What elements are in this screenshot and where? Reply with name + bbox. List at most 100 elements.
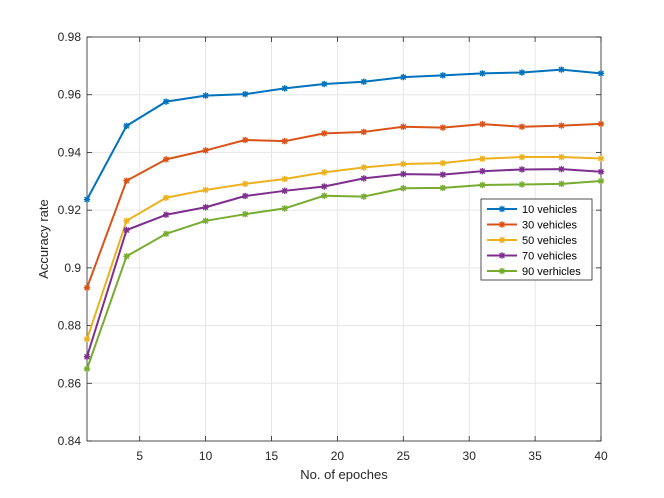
legend-label: 10 vehicles [522,204,578,216]
x-tick-label: 25 [397,449,411,463]
data-point [360,175,367,182]
data-point [162,194,170,201]
data-point [558,165,565,173]
data-point [241,192,249,200]
plot-frame [86,36,602,442]
legend: 10 vehicles 30 vehicles 50 vehicles 70 vehi… [480,198,593,281]
data-point [558,122,565,129]
data-point [281,137,288,145]
data-point [321,183,328,190]
data-point [597,177,605,185]
y-axis: 0.84 0.86 0.88 0.9 0.92 0.94 0.96 0.98 [58,30,601,448]
legend-marker [498,267,506,275]
series-2 [83,120,605,291]
data-point [123,226,130,234]
data-point [360,78,367,85]
data-point [123,177,130,184]
series-line [86,156,602,340]
x-tick-label: 30 [463,449,477,463]
data-point [202,147,209,154]
data-point [400,185,407,192]
y-tick-label: 0.9 [64,261,81,275]
data-point [439,184,447,192]
data-point [83,335,91,343]
data-point [597,70,605,77]
data-point [479,70,486,77]
data-point [558,66,565,73]
legend-item: 50 vehicles [487,235,578,247]
data-point [439,124,447,131]
y-tick-label: 0.92 [58,203,82,217]
data-point [83,353,91,360]
data-point [281,205,288,212]
legend-item: 70 vehicles [487,251,578,263]
data-point [518,181,526,188]
data-point [281,187,288,195]
y-axis-title: Accuracy rate [36,199,51,278]
x-tick-label: 35 [528,449,542,463]
legend-label: 50 vehicles [522,235,578,247]
legend-item: 10 vehicles [487,204,578,216]
series-line [86,168,602,358]
data-point [558,153,565,161]
data-point [439,171,447,178]
series-group [83,66,605,373]
x-tick-label: 10 [199,449,213,463]
data-point [241,90,249,98]
data-point [123,253,130,260]
y-tick-label: 0.96 [58,88,82,102]
data-point [162,211,170,218]
series-5 [83,177,605,373]
data-point [281,175,288,183]
x-axis: 5 10 15 20 25 30 35 40 [136,37,608,463]
data-point [597,155,605,162]
legend-label: 30 vehicles [522,220,578,232]
data-point [479,167,486,175]
data-point [83,196,91,203]
y-tick-label: 0.84 [58,434,82,448]
data-point [162,230,170,238]
data-point [439,159,447,167]
data-point [360,193,367,200]
data-point [479,120,486,128]
data-point [321,80,328,88]
data-point [400,73,407,81]
legend-marker [498,236,506,244]
legend-item: 90 verhicles [487,266,581,278]
x-tick-label: 20 [331,449,345,463]
data-point [479,181,486,189]
data-point [241,210,249,218]
data-point [321,130,328,137]
series-line [86,68,602,200]
data-point [123,217,130,225]
data-point [321,192,328,199]
data-point [360,128,367,136]
y-tick-label: 0.94 [58,145,82,159]
data-point [518,153,526,161]
data-point [479,155,486,162]
series-3 [83,153,605,343]
legend-label: 70 vehicles [522,251,578,263]
data-point [518,166,526,173]
data-point [400,160,407,168]
data-point [202,186,209,194]
series-line [86,122,602,289]
data-point [558,180,565,188]
data-point [281,85,288,92]
data-point [597,168,605,175]
data-point [83,284,91,291]
data-point [162,98,170,105]
data-point [439,72,447,79]
data-point [360,164,367,171]
data-point [400,170,407,178]
y-tick-label: 0.98 [58,30,82,44]
legend-marker [498,252,506,259]
data-point [202,92,209,99]
series-1 [83,66,605,203]
x-tick-label: 5 [136,449,143,463]
data-point [518,123,526,130]
data-point [518,69,526,76]
data-point [202,217,209,225]
x-tick-label: 15 [265,449,279,463]
